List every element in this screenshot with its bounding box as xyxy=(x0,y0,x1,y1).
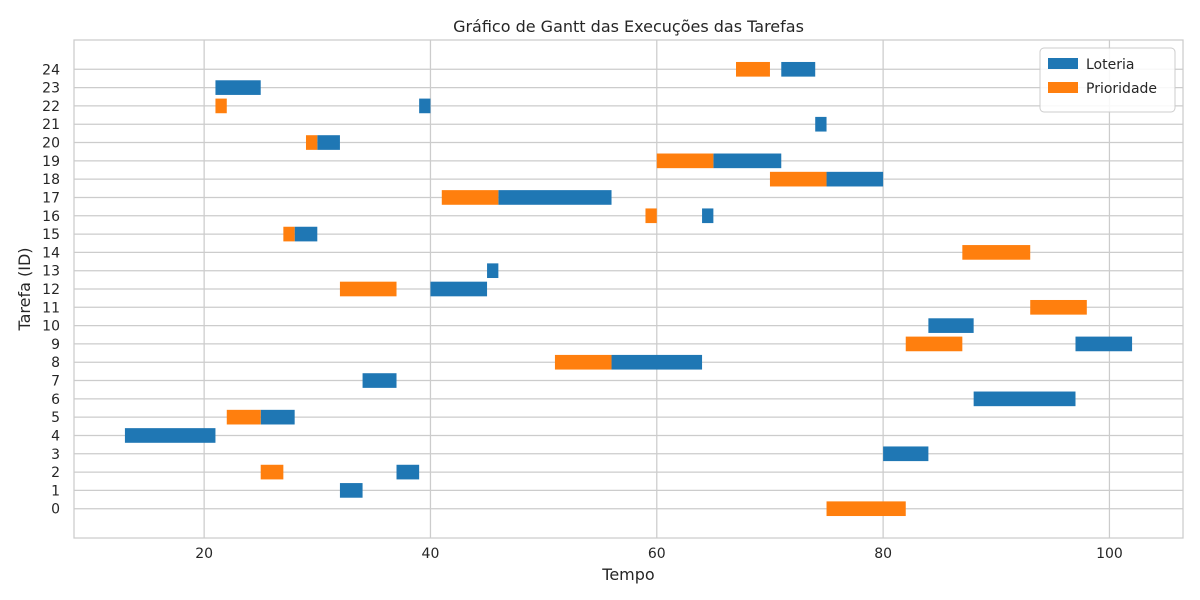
gantt-bar-loteria-task-1 xyxy=(339,483,363,498)
y-tick-label: 1 xyxy=(51,483,60,499)
x-tick-label: 100 xyxy=(1096,546,1123,562)
y-tick-label: 21 xyxy=(42,117,60,133)
gantt-bar-prioridade-task-12 xyxy=(339,281,397,297)
gantt-bar-loteria-task-23 xyxy=(215,80,261,95)
gantt-bar-loteria-task-3 xyxy=(883,446,929,462)
y-tick-label: 18 xyxy=(42,172,60,188)
y-tick-label: 9 xyxy=(51,337,60,353)
gantt-bar-prioridade-task-20 xyxy=(305,135,318,150)
chart-title: Gráfico de Gantt das Execuções das Taref… xyxy=(453,17,804,36)
y-tick-label: 11 xyxy=(42,300,60,316)
x-tick-label: 80 xyxy=(874,546,892,562)
gantt-bar-loteria-task-8 xyxy=(611,354,703,370)
y-tick-label: 24 xyxy=(42,62,60,78)
gantt-bar-prioridade-task-14 xyxy=(962,245,1031,260)
gantt-bar-prioridade-task-19 xyxy=(656,153,714,169)
gantt-bar-prioridade-task-9 xyxy=(905,336,963,352)
gantt-bar-loteria-task-9 xyxy=(1075,336,1133,352)
y-tick-label: 20 xyxy=(42,136,60,152)
gantt-bar-loteria-task-6 xyxy=(973,391,1076,407)
y-tick-label: 0 xyxy=(51,502,60,518)
y-tick-label: 13 xyxy=(42,264,60,280)
gantt-bar-loteria-task-20 xyxy=(317,135,340,150)
y-tick-label: 5 xyxy=(51,410,60,426)
gantt-bar-prioridade-task-16 xyxy=(645,208,657,224)
gantt-bar-loteria-task-13 xyxy=(487,263,499,279)
y-tick-label: 17 xyxy=(42,190,60,206)
x-tick-label: 20 xyxy=(195,546,213,562)
x-axis-label: Tempo xyxy=(601,565,654,584)
y-tick-label: 4 xyxy=(51,428,60,444)
plot-frame xyxy=(73,39,1184,539)
y-tick-label: 16 xyxy=(42,209,60,225)
gantt-bar-loteria-task-18 xyxy=(826,171,884,187)
gantt-bar-loteria-task-12 xyxy=(430,281,488,297)
gantt-bar-prioridade-task-22 xyxy=(215,98,227,114)
y-tick-label: 7 xyxy=(51,374,60,390)
gantt-bar-loteria-task-10 xyxy=(928,318,974,333)
gantt-bar-loteria-task-24 xyxy=(781,61,816,77)
y-axis-label: Tarefa (ID) xyxy=(15,247,34,331)
gantt-bar-loteria-task-17 xyxy=(498,190,612,205)
bars xyxy=(124,61,1133,517)
gantt-bar-prioridade-task-18 xyxy=(769,171,827,187)
x-tick-label: 40 xyxy=(422,546,440,562)
gantt-bar-prioridade-task-2 xyxy=(260,464,284,480)
y-tick-label: 8 xyxy=(51,355,60,371)
gantt-bar-loteria-task-5 xyxy=(260,409,295,425)
y-tick-label: 2 xyxy=(51,465,60,481)
gantt-bar-prioridade-task-15 xyxy=(283,226,295,242)
y-tick-label: 3 xyxy=(51,447,60,463)
gantt-bar-prioridade-task-17 xyxy=(441,190,499,205)
y-tick-label: 19 xyxy=(42,154,60,170)
gantt-bar-prioridade-task-11 xyxy=(1030,299,1087,315)
x-tick-label: 60 xyxy=(648,546,666,562)
y-tick-label: 12 xyxy=(42,282,60,298)
y-tick-label: 23 xyxy=(42,81,60,97)
gantt-bar-prioridade-task-8 xyxy=(554,354,612,370)
gantt-bar-loteria-task-7 xyxy=(362,373,397,388)
gantt-bar-loteria-task-21 xyxy=(815,116,827,132)
gantt-bar-prioridade-task-5 xyxy=(226,409,261,425)
legend-label-loteria: Loteria xyxy=(1086,57,1134,73)
legend: Loteria Prioridade xyxy=(1039,47,1176,113)
gantt-bar-loteria-task-22 xyxy=(419,98,431,114)
gantt-bar-prioridade-task-24 xyxy=(736,61,770,77)
y-tick-label: 22 xyxy=(42,99,60,115)
gantt-bar-loteria-task-2 xyxy=(396,464,420,480)
gantt-bar-prioridade-task-0 xyxy=(826,501,906,517)
tick-labels: 20 40 60 80 10001234567891011121314151617181… xyxy=(42,62,1123,562)
legend-swatch-loteria xyxy=(1048,58,1078,69)
y-tick-label: 10 xyxy=(42,319,60,335)
legend-label-prioridade: Prioridade xyxy=(1086,81,1157,97)
y-tick-label: 14 xyxy=(42,245,60,261)
gantt-bar-loteria-task-4 xyxy=(124,428,216,443)
gantt-bar-loteria-task-19 xyxy=(713,153,782,169)
gantt-bar-loteria-task-15 xyxy=(294,226,318,242)
y-tick-label: 15 xyxy=(42,227,60,243)
legend-swatch-prioridade xyxy=(1048,82,1078,93)
gantt-bar-loteria-task-16 xyxy=(702,208,714,224)
y-tick-label: 6 xyxy=(51,392,60,408)
